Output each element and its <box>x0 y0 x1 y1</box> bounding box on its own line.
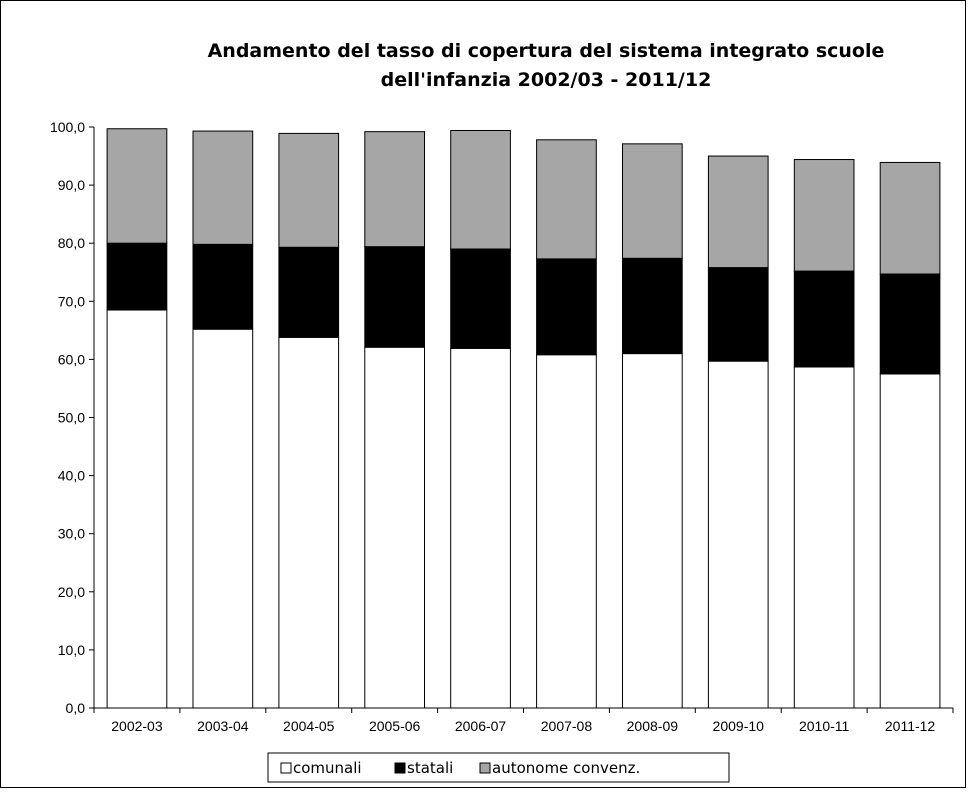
x-tick-label: 2003-04 <box>197 718 249 734</box>
bar-segment-autonome-convenz <box>192 130 254 245</box>
chart-title-line-2: dell'infanzia 2002/03 - 2011/12 <box>381 69 712 91</box>
legend-label-statali: statali <box>407 759 453 777</box>
bar-segment-statali <box>364 246 426 348</box>
bar-segment-comunali <box>106 309 168 709</box>
bar-segment-autonome-convenz <box>793 159 855 272</box>
bar-segment-statali <box>106 242 168 311</box>
bar-segment-statali <box>536 258 597 356</box>
bar-segment-autonome-convenz <box>621 143 683 259</box>
x-tick-label: 2007-08 <box>541 718 593 734</box>
bar-segment-comunali <box>536 354 597 709</box>
legend-label-autonome-convenz: autonome convenz. <box>492 759 640 777</box>
x-tick-label: 2009-10 <box>713 718 765 734</box>
bar-segment-comunali <box>793 366 855 709</box>
bar-segment-comunali <box>621 353 683 709</box>
bar-segment-autonome-convenz <box>106 128 168 244</box>
legend-label-comunali: comunali <box>293 759 362 777</box>
bar-segment-statali <box>707 267 769 362</box>
legend-swatch-autonome-convenz <box>479 762 491 774</box>
x-tick-label: 2008-09 <box>627 718 679 734</box>
bar-segment-autonome-convenz <box>879 161 941 275</box>
y-tick-label: 80,0 <box>58 235 85 251</box>
y-tick-label: 40,0 <box>58 468 85 484</box>
legend-swatch-comunali <box>280 762 292 774</box>
bar-segment-statali <box>879 273 941 375</box>
y-tick-label: 10,0 <box>58 642 85 658</box>
y-tick-label: 100,0 <box>50 119 85 135</box>
legend: comunali statali autonome convenz. <box>267 752 730 783</box>
legend-swatch-statali <box>394 762 406 774</box>
chart-title-line-1: Andamento del tasso di copertura del sis… <box>208 40 885 62</box>
bar-segment-comunali <box>450 347 511 709</box>
y-tick-label: 70,0 <box>58 293 85 309</box>
bar-segment-autonome-convenz <box>364 131 426 248</box>
y-tick-label: 30,0 <box>58 526 85 542</box>
x-tick-label: 2010-11 <box>799 718 850 734</box>
bar-segment-autonome-convenz <box>707 155 769 269</box>
bar-segment-autonome-convenz <box>278 132 340 248</box>
x-tick-label: 2011-12 <box>885 718 936 734</box>
bar-segment-statali <box>793 270 855 368</box>
x-tick-label: 2006-07 <box>455 718 507 734</box>
x-tick-label: 2004-05 <box>283 718 335 734</box>
legend-box <box>267 752 730 783</box>
bar-segment-autonome-convenz <box>536 139 597 260</box>
bar-segment-statali <box>192 243 254 330</box>
bar-segment-comunali <box>278 336 340 709</box>
bar-segment-statali <box>621 257 683 355</box>
x-tick-label: 2005-06 <box>369 718 421 734</box>
x-tick-label: 2002-03 <box>111 718 163 734</box>
bar-segment-comunali <box>879 373 941 709</box>
plot-area: 0,0 10,0 20,0 30,0 40,0 50,0 60,0 70,0 80,0 90,0 1… <box>50 119 954 734</box>
bar-segment-comunali <box>707 360 769 709</box>
y-tick-label: 0,0 <box>66 700 86 716</box>
bar-segment-comunali <box>364 346 426 709</box>
y-tick-label: 20,0 <box>58 584 85 600</box>
y-tick-label: 50,0 <box>58 410 85 426</box>
bar-segment-autonome-convenz <box>450 129 511 250</box>
bar-segment-statali <box>450 248 511 349</box>
y-tick-label: 60,0 <box>58 351 85 367</box>
y-tick-label: 90,0 <box>58 177 85 193</box>
bar-segment-statali <box>278 246 340 338</box>
bar-segment-comunali <box>192 328 254 709</box>
